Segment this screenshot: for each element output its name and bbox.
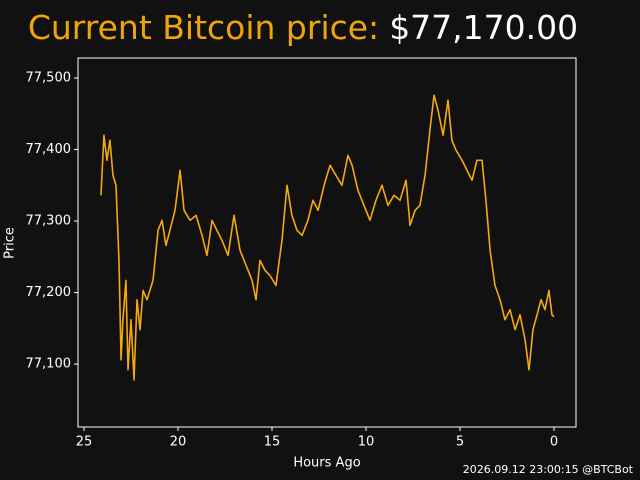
y-tick-label: 77,500 <box>26 71 72 86</box>
title-label: Current Bitcoin price: <box>28 8 379 47</box>
y-tick-label: 77,200 <box>26 285 72 300</box>
x-tick-label: 5 <box>456 435 464 450</box>
y-tick-label: 77,400 <box>26 142 72 157</box>
title-value: $77,170.00 <box>389 8 578 47</box>
x-tick-label: 25 <box>76 435 93 450</box>
price-line <box>100 94 555 381</box>
x-tick-label: 10 <box>358 435 375 450</box>
x-tick-label: 20 <box>170 435 187 450</box>
footer: 2026.09.12 23:00:15 @BTCBot <box>463 463 634 476</box>
y-tick-label: 77,300 <box>26 214 72 229</box>
chart-title: Current Bitcoin price: $77,170.00 <box>28 8 578 47</box>
y-tick-label: 77,100 <box>26 357 72 372</box>
plot-frame <box>77 57 577 428</box>
x-tick-label: 0 <box>550 435 558 450</box>
y-axis-label: Price <box>3 227 18 259</box>
x-axis-label: Hours Ago <box>293 456 360 471</box>
x-tick-label: 15 <box>264 435 281 450</box>
